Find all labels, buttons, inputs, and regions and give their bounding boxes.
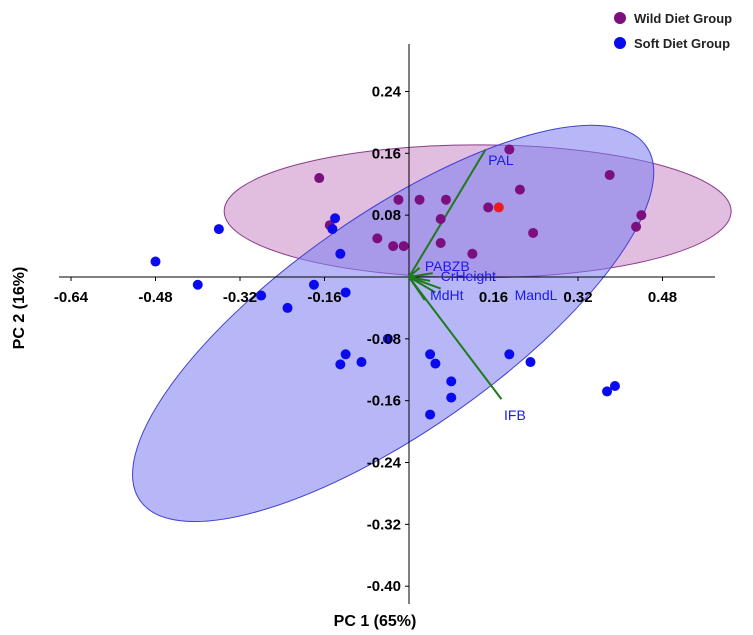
loading-label: IFB [504, 407, 526, 423]
soft-diet-point [213, 224, 224, 235]
wild-diet-point [440, 194, 451, 205]
soft-diet-point [340, 349, 351, 360]
x-tick-label: -0.32 [223, 289, 257, 306]
soft-diet-point [446, 392, 457, 403]
loading-label: CrHeight [441, 268, 496, 284]
soft-diet-point [356, 357, 367, 368]
x-tick-label: 0.48 [648, 289, 677, 306]
legend-marker-wild [614, 12, 626, 24]
data-points [150, 144, 647, 420]
wild-diet-point [414, 194, 425, 205]
wild-diet-point [636, 210, 647, 221]
soft-diet-point [609, 380, 620, 391]
soft-diet-point [525, 357, 536, 368]
soft-diet-point [330, 213, 341, 224]
wild-diet-point [528, 227, 539, 238]
axes [59, 44, 715, 604]
soft-diet-point [256, 290, 267, 301]
soft-diet-point [382, 333, 393, 344]
soft-diet-point [425, 409, 436, 420]
y-tick-label: -0.16 [367, 393, 401, 410]
wild-diet-point [483, 202, 494, 213]
soft-diet-point [446, 376, 457, 387]
x-tick-label: -0.64 [54, 289, 89, 306]
wild-diet-point [514, 184, 525, 195]
ellipse-soft [132, 124, 655, 523]
x-tick-label: 0.32 [563, 289, 592, 306]
loading-arrow [408, 266, 421, 278]
wild-diet-point [388, 241, 399, 252]
loading-arrows [408, 148, 503, 400]
y-tick-label: -0.40 [367, 578, 401, 595]
soft-diet-point [504, 349, 515, 360]
soft-diet-point [602, 386, 613, 397]
wild-diet-point [604, 169, 615, 180]
confidence-ellipses [132, 124, 732, 523]
soft-diet-point [425, 349, 436, 360]
y-tick-label: -0.24 [367, 455, 402, 472]
legend-marker-soft [614, 37, 626, 49]
soft-diet-point [308, 279, 319, 290]
y-tick-label: 0.24 [372, 83, 402, 100]
tick-labels: -0.64 -0.48 -0.32 -0.16 0.16 0.32 0.48 0.24 0.16… [54, 83, 677, 595]
y-tick-label: 0.16 [372, 145, 401, 162]
y-axis-title: PC 2 (16%) [11, 267, 28, 350]
legend-label-wild: Wild Diet Group [634, 11, 732, 26]
wild-diet-point [435, 237, 446, 248]
y-tick-label: -0.32 [367, 516, 401, 533]
wild-diet-point [393, 194, 404, 205]
legend-label-soft: Soft Diet Group [634, 36, 730, 51]
x-tick-label: 0.16 [479, 289, 508, 306]
soft-diet-point [335, 248, 346, 259]
wild-diet-point [372, 233, 383, 244]
y-tick-label: -0.08 [367, 331, 401, 348]
loading-arrow [408, 276, 503, 400]
loading-arrow [408, 272, 433, 278]
soft-diet-point [282, 302, 293, 313]
x-tick-label: -0.16 [307, 289, 341, 306]
wild-diet-point [398, 241, 409, 252]
legend: Wild Diet Group Soft Diet Group [614, 11, 732, 51]
loading-arrow [408, 276, 431, 282]
loading-arrow [408, 276, 426, 301]
highlight-point [493, 202, 504, 213]
x-tick-label: -0.48 [138, 289, 172, 306]
wild-diet-point [435, 214, 446, 225]
soft-diet-point [150, 256, 161, 267]
soft-diet-point [340, 287, 351, 298]
y-tick-label: 0.08 [372, 207, 401, 224]
loading-label: MandL [515, 287, 558, 303]
loading-label: PAL [488, 152, 514, 168]
soft-diet-point [192, 279, 203, 290]
wild-diet-point [314, 173, 325, 184]
x-axis-title: PC 1 (65%) [334, 613, 417, 630]
wild-diet-point [467, 248, 478, 259]
soft-diet-point [335, 359, 346, 370]
loading-arrow [408, 148, 487, 278]
loading-label: MdHt [430, 287, 464, 303]
soft-diet-point [430, 358, 441, 369]
loading-label: PABZB [425, 258, 470, 274]
wild-diet-point [504, 144, 515, 155]
wild-diet-point [631, 221, 642, 232]
soft-diet-point [327, 224, 338, 235]
